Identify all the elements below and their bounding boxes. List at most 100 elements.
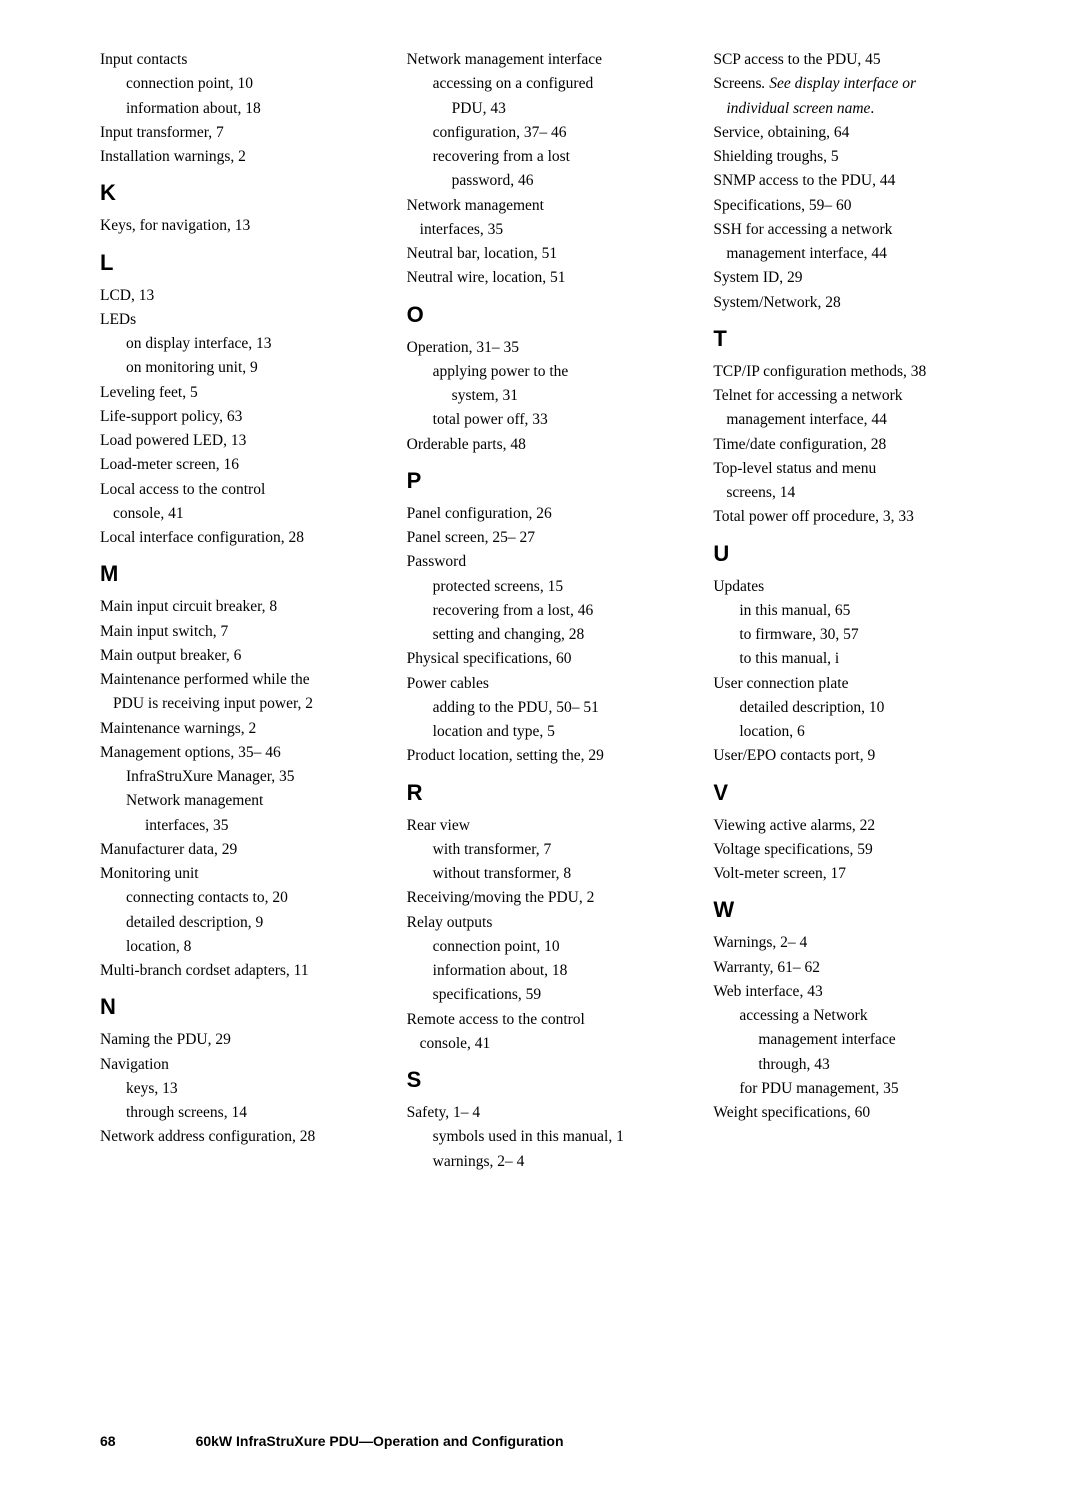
column-2: Network management interface accessing o… <box>407 48 674 1174</box>
index-entry: Password <box>407 550 674 573</box>
index-entry: Load powered LED, 13 <box>100 429 367 452</box>
index-entry: Maintenance warnings, 2 <box>100 717 367 740</box>
index-entry: SNMP access to the PDU, 44 <box>713 169 980 192</box>
index-entry: Leveling feet, 5 <box>100 381 367 404</box>
index-entry: Service, obtaining, 64 <box>713 121 980 144</box>
index-entry: interfaces, 35 <box>407 218 674 241</box>
index-entry: Management options, 35– 46 <box>100 741 367 764</box>
index-entry: Receiving/moving the PDU, 2 <box>407 886 674 909</box>
index-subentry: total power off, 33 <box>407 408 674 431</box>
index-subentry: interfaces, 35 <box>100 814 367 837</box>
index-entry: Safety, 1– 4 <box>407 1101 674 1124</box>
index-subentry: connection point, 10 <box>407 935 674 958</box>
index-entry: Updates <box>713 575 980 598</box>
index-entry: Warranty, 61– 62 <box>713 956 980 979</box>
index-entry: SSH for accessing a network <box>713 218 980 241</box>
index-subentry: accessing on a configured <box>407 72 674 95</box>
index-entry: Time/date configuration, 28 <box>713 433 980 456</box>
index-entry: console, 41 <box>407 1032 674 1055</box>
index-entry: Viewing active alarms, 22 <box>713 814 980 837</box>
index-entry: Warnings, 2– 4 <box>713 931 980 954</box>
index-entry: Network management <box>407 194 674 217</box>
index-entry: Main input switch, 7 <box>100 620 367 643</box>
index-subentry: information about, 18 <box>100 97 367 120</box>
index-entry: Input transformer, 7 <box>100 121 367 144</box>
index-subentry: on display interface, 13 <box>100 332 367 355</box>
index-subentry: accessing a Network <box>713 1004 980 1027</box>
index-letter-o: O <box>407 302 674 328</box>
index-entry: Web interface, 43 <box>713 980 980 1003</box>
index-subentry: connection point, 10 <box>100 72 367 95</box>
index-subentry: detailed description, 10 <box>713 696 980 719</box>
index-subentry: setting and changing, 28 <box>407 623 674 646</box>
index-subentry: without transformer, 8 <box>407 862 674 885</box>
index-entry: Main input circuit breaker, 8 <box>100 595 367 618</box>
index-subentry: connecting contacts to, 20 <box>100 886 367 909</box>
index-entry: Panel screen, 25– 27 <box>407 526 674 549</box>
index-subentry: symbols used in this manual, 1 <box>407 1125 674 1148</box>
index-entry: Manufacturer data, 29 <box>100 838 367 861</box>
footer-title: 60kW InfraStruXure PDU—Operation and Con… <box>196 1433 564 1449</box>
index-subentry: management interface <box>713 1028 980 1051</box>
index-subentry: through, 43 <box>713 1053 980 1076</box>
index-subentry: specifications, 59 <box>407 983 674 1006</box>
index-letter-s: S <box>407 1067 674 1093</box>
index-subentry: adding to the PDU, 50– 51 <box>407 696 674 719</box>
index-entry: Rear view <box>407 814 674 837</box>
index-subentry: on monitoring unit, 9 <box>100 356 367 379</box>
index-entry: Weight specifications, 60 <box>713 1101 980 1124</box>
index-letter-r: R <box>407 780 674 806</box>
index-subentry: keys, 13 <box>100 1077 367 1100</box>
index-subentry: in this manual, 65 <box>713 599 980 622</box>
index-entry: Input contacts <box>100 48 367 71</box>
index-entry: management interface, 44 <box>713 242 980 265</box>
index-entry: System/Network, 28 <box>713 291 980 314</box>
index-entry: Volt-meter screen, 17 <box>713 862 980 885</box>
index-entry: Main output breaker, 6 <box>100 644 367 667</box>
index-entry: Maintenance performed while the <box>100 668 367 691</box>
index-subentry: location, 8 <box>100 935 367 958</box>
index-entry: screens, 14 <box>713 481 980 504</box>
index-subentry: to this manual, i <box>713 647 980 670</box>
index-entry: Top-level status and menu <box>713 457 980 480</box>
index-entry: LCD, 13 <box>100 284 367 307</box>
index-entry: System ID, 29 <box>713 266 980 289</box>
index-subentry: recovering from a lost <box>407 145 674 168</box>
index-letter-l: L <box>100 250 367 276</box>
index-entry: Navigation <box>100 1053 367 1076</box>
index-entry: Specifications, 59– 60 <box>713 194 980 217</box>
index-entry: management interface, 44 <box>713 408 980 431</box>
index-letter-m: M <box>100 561 367 587</box>
index-subentry: system, 31 <box>407 384 674 407</box>
index-entry: User/EPO contacts port, 9 <box>713 744 980 767</box>
index-entry: User connection plate <box>713 672 980 695</box>
index-entry: Physical specifications, 60 <box>407 647 674 670</box>
index-entry: Multi-branch cordset adapters, 11 <box>100 959 367 982</box>
index-letter-v: V <box>713 780 980 806</box>
index-subentry: detailed description, 9 <box>100 911 367 934</box>
index-columns: Input contacts connection point, 10 info… <box>100 48 980 1174</box>
index-entry: Naming the PDU, 29 <box>100 1028 367 1051</box>
index-entry: Remote access to the control <box>407 1008 674 1031</box>
index-letter-t: T <box>713 326 980 352</box>
index-entry: Local interface configuration, 28 <box>100 526 367 549</box>
index-subentry: warnings, 2– 4 <box>407 1150 674 1173</box>
index-subentry: location and type, 5 <box>407 720 674 743</box>
index-letter-p: P <box>407 468 674 494</box>
index-subentry: information about, 18 <box>407 959 674 982</box>
index-letter-n: N <box>100 994 367 1020</box>
page-footer: 68 60kW InfraStruXure PDU—Operation and … <box>100 1433 980 1449</box>
index-subentry: protected screens, 15 <box>407 575 674 598</box>
index-entry: Screens. See display interface or <box>713 72 980 95</box>
index-subentry: password, 46 <box>407 169 674 192</box>
index-entry: Network address configuration, 28 <box>100 1125 367 1148</box>
index-entry: Local access to the control <box>100 478 367 501</box>
index-entry: Keys, for navigation, 13 <box>100 214 367 237</box>
index-letter-w: W <box>713 897 980 923</box>
index-subentry: applying power to the <box>407 360 674 383</box>
index-entry: Operation, 31– 35 <box>407 336 674 359</box>
index-subentry: with transformer, 7 <box>407 838 674 861</box>
index-subentry: recovering from a lost, 46 <box>407 599 674 622</box>
index-entry: Total power off procedure, 3, 33 <box>713 505 980 528</box>
index-entry: Telnet for accessing a network <box>713 384 980 407</box>
